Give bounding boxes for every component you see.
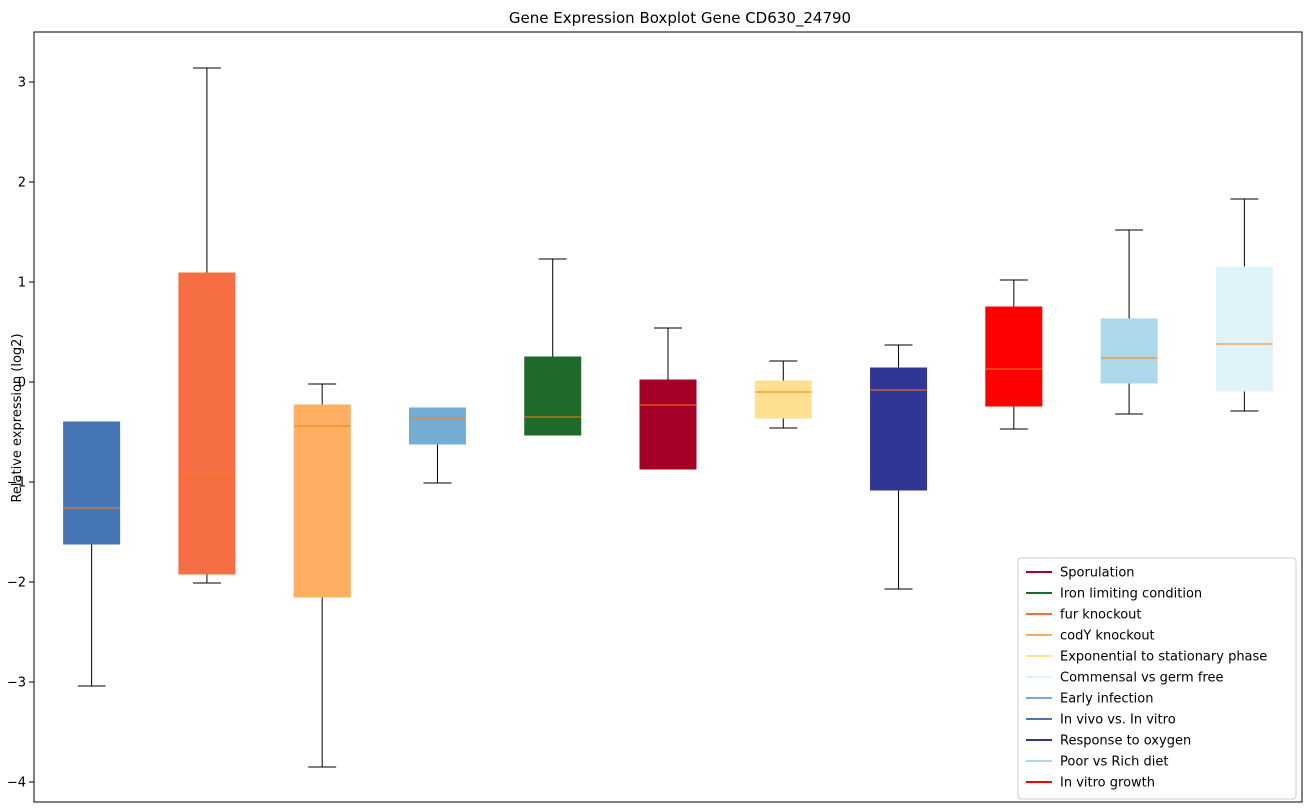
box-group: [63, 421, 121, 687]
y-tick-label: 0: [18, 376, 26, 391]
legend-item: In vitro growth: [1026, 776, 1155, 791]
box-group: [754, 360, 812, 429]
box-iqr: [178, 272, 236, 575]
legend-item: Exponential to stationary phase: [1026, 650, 1267, 665]
y-tick-label: 3: [18, 76, 26, 91]
y-axis-label: Relative expression (log2): [10, 333, 25, 502]
box-iqr: [870, 367, 928, 491]
legend-label: In vivo vs. In vitro: [1060, 713, 1176, 728]
legend-item: Poor vs Rich diet: [1026, 755, 1168, 770]
chart-title: Gene Expression Boxplot Gene CD630_24790: [509, 9, 851, 28]
legend-item: Sporulation: [1026, 566, 1135, 581]
legend-label: Exponential to stationary phase: [1060, 650, 1267, 665]
legend-item: codY knockout: [1026, 629, 1155, 644]
box-group: [178, 67, 236, 584]
box-series: [63, 67, 1273, 768]
legend: Sporulation Iron limiting condition fur kn…: [1017, 557, 1297, 800]
box-group: [293, 383, 351, 768]
box-group: [639, 327, 697, 470]
legend-label: codY knockout: [1060, 629, 1155, 644]
legend-label: Early infection: [1060, 692, 1153, 707]
box-group: [985, 279, 1043, 430]
y-tick-label: 1: [18, 276, 26, 291]
y-tick-label: −2: [7, 576, 26, 591]
legend-label: fur knockout: [1060, 608, 1142, 623]
box-iqr: [639, 379, 697, 470]
plot-frame: [33, 31, 1303, 803]
y-tick-label: −3: [7, 676, 26, 691]
legend-label: Commensal vs germ free: [1060, 671, 1223, 686]
legend-label: Poor vs Rich diet: [1060, 755, 1168, 770]
box-iqr: [524, 356, 582, 436]
legend-label: Response to oxygen: [1060, 734, 1191, 749]
box-group: [1100, 229, 1158, 415]
box-group: [408, 407, 466, 484]
box-group: [870, 344, 928, 590]
legend-item: Iron limiting condition: [1026, 587, 1202, 602]
box-group: [1215, 198, 1273, 412]
box-group: [524, 258, 582, 436]
legend-item: In vivo vs. In vitro: [1026, 713, 1176, 728]
box-iqr: [408, 407, 466, 445]
y-tick-label: 2: [18, 176, 26, 191]
legend-label: In vitro growth: [1060, 776, 1155, 791]
y-tick-label: −1: [7, 476, 26, 491]
legend-item: Commensal vs germ free: [1026, 671, 1223, 686]
box-iqr: [985, 306, 1043, 407]
legend-item: Early infection: [1026, 692, 1153, 707]
box-iqr: [754, 380, 812, 419]
box-iqr: [63, 421, 121, 545]
box-iqr: [1215, 266, 1273, 392]
legend-item: fur knockout: [1026, 608, 1142, 623]
box-iqr: [1100, 318, 1158, 384]
legend-frame: [1017, 557, 1297, 800]
y-axis: 3 2 1 0 −1 −2 −3 −4: [7, 76, 34, 791]
legend-item: Response to oxygen: [1026, 734, 1191, 749]
legend-label: Iron limiting condition: [1060, 587, 1202, 602]
y-tick-label: −4: [7, 776, 26, 791]
legend-label: Sporulation: [1060, 566, 1135, 581]
box-iqr: [293, 404, 351, 598]
